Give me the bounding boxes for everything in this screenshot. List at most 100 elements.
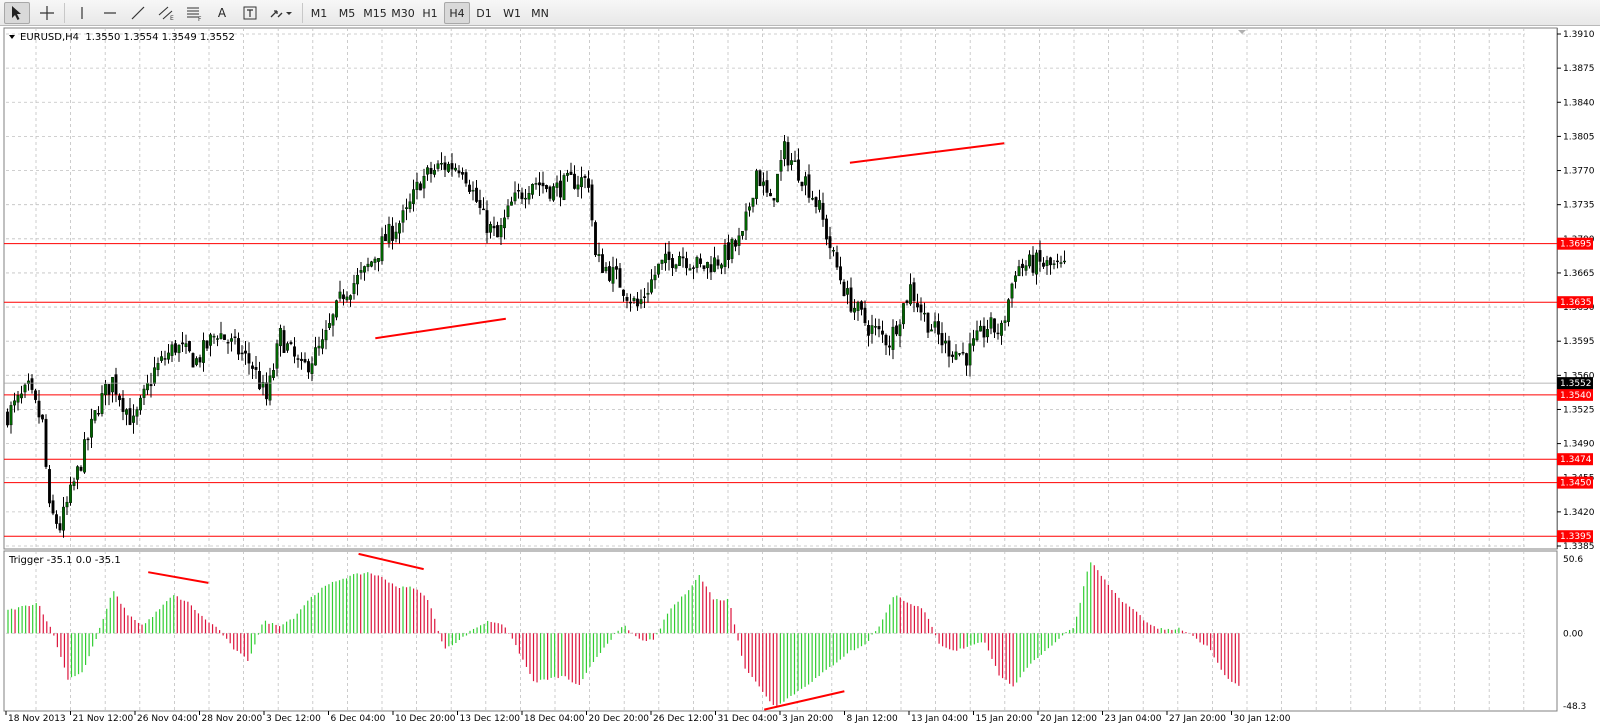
- indicator-divergence-lines[interactable]: [148, 552, 845, 711]
- candle-body: [184, 343, 188, 348]
- candle-body: [254, 367, 258, 370]
- candle-body: [90, 418, 93, 438]
- candle-body: [947, 340, 951, 357]
- candle-body: [408, 201, 412, 210]
- time-axis[interactable]: 18 Nov 2013 21 Nov 12:00 26 Nov 04:00 28 No…: [5, 711, 1291, 724]
- candle-body: [772, 198, 776, 201]
- fibonacci-tool-button[interactable]: F: [182, 2, 206, 24]
- candle-body: [874, 326, 877, 328]
- timeframe-m5-button[interactable]: M5: [338, 6, 356, 20]
- divergence-line[interactable]: [849, 142, 1005, 164]
- current-price-tag: [1557, 377, 1593, 390]
- candle-body: [48, 469, 51, 504]
- time-tick-label: 20 Dec 20:00: [589, 714, 650, 724]
- chart-area[interactable]: 1.39101.38751.38401.38051.37701.37351.37…: [0, 26, 1600, 727]
- candle-body: [100, 393, 104, 414]
- chart-shift-marker-icon[interactable]: [1238, 30, 1246, 34]
- indicator-tick-label: -48.3: [1563, 702, 1586, 712]
- candle-body: [1010, 283, 1014, 299]
- candle-body: [856, 302, 860, 312]
- equidistant-channel-tool-button[interactable]: E: [154, 2, 178, 24]
- candle-body: [384, 233, 387, 242]
- candle-body: [20, 393, 23, 399]
- time-tick-label: 13 Jan 04:00: [911, 714, 968, 724]
- cursor-arrow-icon: [12, 6, 21, 20]
- cursor-tool-button[interactable]: [4, 2, 30, 24]
- indicator-tick-label: 0.00: [1563, 629, 1583, 639]
- candle-body: [356, 274, 359, 285]
- candle-body: [303, 359, 307, 363]
- chart-header-dropdown-icon[interactable]: [9, 35, 15, 39]
- support-resistance-levels[interactable]: [4, 243, 1557, 537]
- candle-body: [1028, 254, 1031, 267]
- candle-body: [615, 266, 618, 270]
- candle-body: [604, 266, 608, 272]
- timeframe-w1-button[interactable]: W1: [503, 6, 521, 20]
- time-tick-label: 18 Nov 2013: [8, 714, 66, 724]
- timeframe-m1-button[interactable]: M1: [310, 6, 328, 20]
- candle-body: [870, 325, 874, 334]
- symbol-info-label: EURUSD,H4 1.3550 1.3554 1.3549 1.3552: [20, 32, 235, 43]
- horizontal-line-tool-button[interactable]: [98, 2, 122, 24]
- candle-body: [986, 329, 989, 338]
- candle-body: [895, 325, 898, 335]
- svg-text:F: F: [198, 16, 202, 21]
- candle-body: [436, 163, 440, 169]
- candle-body: [205, 340, 209, 349]
- time-tick-label: 3 Jan 20:00: [782, 714, 834, 724]
- candle-body: [989, 317, 993, 329]
- candle-body: [265, 382, 268, 400]
- candle-body: [793, 160, 797, 162]
- price-divergence-lines[interactable]: [375, 142, 1600, 404]
- candle-body: [912, 282, 916, 301]
- timeframe-m15-button[interactable]: M15: [363, 6, 387, 20]
- candle-body: [692, 267, 695, 269]
- candle-body: [965, 353, 968, 366]
- svg-text:E: E: [170, 15, 174, 21]
- candle-body: [961, 352, 965, 354]
- divergence-line[interactable]: [375, 317, 506, 340]
- candle-body: [314, 347, 317, 366]
- timeframe-mn-button[interactable]: MN: [531, 6, 549, 20]
- trendline-tool-button[interactable]: [126, 2, 150, 24]
- crosshair-tool-button[interactable]: [34, 2, 60, 24]
- indicator-divergence-line[interactable]: [358, 552, 424, 571]
- candle-body: [198, 357, 202, 363]
- timeframe-m30-button[interactable]: M30: [391, 6, 415, 20]
- timeframe-h1-button[interactable]: H1: [422, 6, 438, 20]
- candle-body: [440, 163, 443, 165]
- candle-body: [926, 312, 930, 333]
- timeframe-h4-button[interactable]: H4: [444, 2, 470, 24]
- candle-body: [993, 318, 996, 333]
- indicator-divergence-line[interactable]: [764, 690, 845, 711]
- price-axis[interactable]: 1.39101.38751.38401.38051.37701.37351.37…: [1557, 30, 1595, 552]
- candle-body: [699, 258, 702, 264]
- candle-body: [156, 363, 160, 370]
- indicator-divergence-line[interactable]: [148, 571, 209, 584]
- candle-body: [324, 330, 328, 341]
- timeframe-d1-button[interactable]: D1: [476, 6, 492, 20]
- text-tool-button[interactable]: A: [210, 2, 234, 24]
- candle-body: [888, 345, 891, 348]
- candle-body: [167, 352, 170, 360]
- candle-body: [776, 173, 779, 203]
- candle-body: [181, 342, 184, 345]
- price-pane[interactable]: [3, 27, 1558, 550]
- arrows-tool-button[interactable]: [266, 2, 296, 24]
- vertical-line-icon: [81, 7, 83, 19]
- candle-body: [139, 397, 142, 411]
- candle-body: [485, 210, 489, 233]
- candle-body: [625, 297, 629, 301]
- candle-body: [811, 198, 814, 200]
- candle-body: [468, 184, 471, 192]
- candle-body: [1021, 263, 1024, 269]
- candle-body: [30, 378, 34, 390]
- level-tag-label: 1.3540: [1560, 391, 1592, 401]
- candle-body: [524, 197, 527, 200]
- candle-body: [464, 172, 468, 184]
- vertical-line-tool-button[interactable]: [70, 2, 94, 24]
- price-tick-label: 1.3875: [1563, 64, 1595, 74]
- candle-body: [716, 259, 720, 266]
- text-label-tool-button[interactable]: [238, 2, 262, 24]
